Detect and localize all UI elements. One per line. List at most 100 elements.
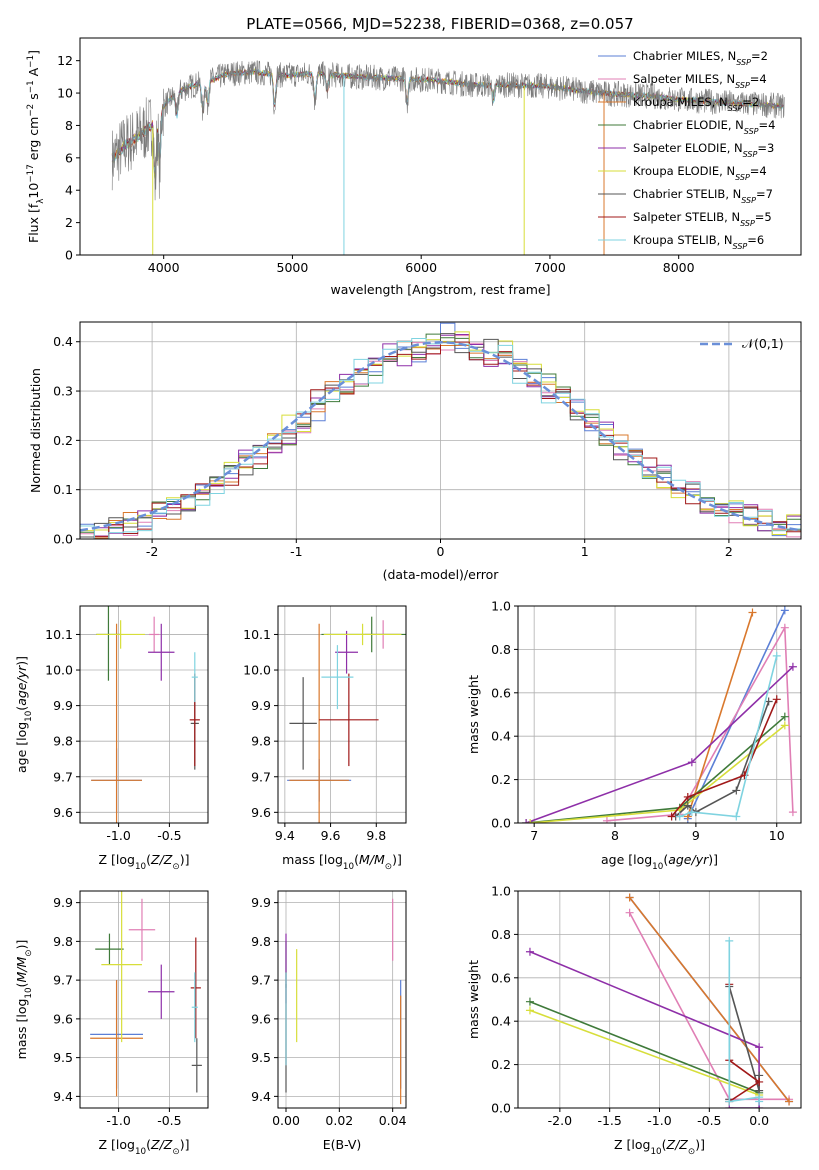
grid (80, 606, 208, 823)
x-tick-label: -1.0 (106, 1113, 130, 1128)
x-tick-label: -0.5 (157, 828, 181, 843)
plot-spectrum: 4000 5000 6000 7000 8000 0 2 4 6 8 10 12 wavelength … (26, 37, 802, 297)
weight-marker (525, 1006, 534, 1015)
error-point-salpeter-stelib (190, 937, 201, 1039)
plot-age_vs_Z: -1.0 -0.5 9.6 9.7 9.8 9.9 10.0 10.1 Z [log10(Z/Z… (14, 605, 209, 872)
x-axis-label: mass [log10(M/M⊙)] (282, 852, 402, 872)
axes-frame (79, 37, 802, 256)
weight-marker (755, 1077, 764, 1086)
grid (278, 606, 406, 823)
error-point-kroupa-miles (90, 980, 143, 1097)
weight-marker (525, 997, 534, 1006)
weight-line (628, 897, 790, 1102)
y-axis-label: mass weight (466, 960, 481, 1039)
ticks: -1.0 -0.5 9.6 9.7 9.8 9.9 10.0 10.1 (45, 627, 181, 843)
y-axis-label: Normed distribution (28, 368, 43, 493)
plot-area (287, 616, 406, 823)
x-tick-label: 9.6 (321, 828, 341, 843)
x-tick-label: 7 (530, 828, 538, 843)
x-tick-label: 9.4 (275, 828, 295, 843)
y-tick-label: 9.4 (53, 1089, 73, 1104)
y-axis-label: Flux [fλ10−17 erg cm−2 s−1 A−1] (26, 50, 46, 243)
y-tick-label: 0.0 (53, 532, 73, 547)
plot-mass_vs_EBV: 0.00 0.02 0.04 9.4 9.5 9.6 9.7 9.8 9.9 E(B-V) (251, 890, 407, 1152)
grid (278, 891, 406, 1108)
error-point-salpeter-elodie (148, 964, 175, 1019)
y-tick-label: 9.8 (53, 934, 73, 949)
x-tick-label: -0.5 (697, 1113, 721, 1128)
weight-marker (526, 819, 535, 823)
x-tick-label: 10 (769, 828, 785, 843)
y-tick-label: 0.4 (53, 334, 73, 349)
y-tick-label: 0.0 (491, 1101, 511, 1116)
plot-area (80, 322, 801, 539)
ticks: 7 8 9 10 0.0 0.2 0.4 0.6 0.8 1.0 (491, 599, 785, 844)
y-tick-label: 0.0 (491, 816, 511, 831)
weight-line (529, 1009, 760, 1096)
plot-area (91, 606, 200, 823)
legend-entry-salpeter-elodie: Salpeter ELODIE, NSSP=3 (633, 141, 774, 159)
y-tick-label: 9.6 (251, 1011, 271, 1026)
ticks: 4000 5000 6000 7000 8000 0 2 4 6 8 10 12 (57, 53, 695, 275)
x-tick-label: -1 (290, 544, 302, 559)
weight-marker (732, 786, 741, 795)
y-tick-label: 0.3 (53, 384, 73, 399)
weight-marker (772, 651, 781, 660)
y-tick-label: 0.8 (491, 927, 511, 942)
axes-frame (517, 605, 802, 824)
y-tick-label: 9.6 (53, 805, 73, 820)
legend-entry-kroupa-stelib: Kroupa STELIB, NSSP=6 (633, 233, 764, 251)
y-tick-label: 9.6 (53, 1011, 73, 1026)
plot-mass_vs_Z: -1.0 -0.5 9.4 9.5 9.6 9.7 9.8 9.9 Z [log10(Z/Z⊙)… (14, 890, 209, 1157)
error-point-kroupa-elodie (101, 891, 142, 1043)
weight-line (687, 612, 754, 817)
weight-marker (667, 812, 676, 821)
weight-marker (725, 1097, 734, 1106)
axes-frame (277, 605, 407, 824)
error-point-kroupa-elodie (323, 623, 402, 646)
y-tick-label: 9.9 (53, 895, 73, 910)
legend-entry-chabrier-elodie: Chabrier ELODIE, NSSP=4 (633, 118, 775, 136)
weight-series-kroupa-stelib (675, 651, 781, 821)
axes-frame (277, 890, 407, 1109)
x-tick-label: 8000 (663, 260, 695, 275)
x-tick-label: 7000 (534, 260, 566, 275)
x-axis-label: E(B-V) (323, 1137, 362, 1152)
y-tick-label: 0.1 (53, 482, 73, 497)
error-point-salpeter-miles (149, 616, 160, 653)
y-tick-label: 0.6 (491, 685, 511, 700)
x-tick-label: 8 (611, 828, 619, 843)
x-tick-label: 9.8 (366, 828, 386, 843)
error-point-salpeter-elodie (148, 623, 175, 681)
ticks: 0.00 0.02 0.04 9.4 9.5 9.6 9.7 9.8 9.9 (251, 895, 407, 1128)
x-tick-label: -2.0 (548, 1113, 572, 1128)
y-tick-label: 9.7 (53, 973, 73, 988)
weight-series-salpeter-stelib (667, 695, 781, 821)
y-tick-label: 0 (65, 248, 73, 263)
x-axis-label: (data-model)/error (383, 567, 500, 582)
axes-frame (79, 890, 209, 1109)
plot-residuals: -2 -1 0 1 2 0.0 0.1 0.2 0.3 0.4 (data-model)/error… (28, 321, 802, 582)
plot-area (90, 891, 202, 1097)
y-tick-label: 0.6 (491, 970, 511, 985)
x-tick-label: 9 (692, 828, 700, 843)
y-tick-label: 9.9 (251, 895, 271, 910)
y-tick-label: 10 (57, 86, 73, 101)
plot-area (522, 606, 797, 823)
weight-marker (625, 893, 634, 902)
legend-entry-chabrier-stelib: Chabrier STELIB, NSSP=7 (633, 187, 773, 205)
weight-marker (788, 662, 797, 671)
weight-marker (788, 808, 797, 817)
legend-entry-salpeter-miles: Salpeter MILES, NSSP=4 (633, 72, 767, 90)
weight-series-kroupa-miles (683, 608, 757, 821)
y-tick-label: 10.1 (45, 627, 73, 642)
ticks: -2 -1 0 1 2 0.0 0.1 0.2 0.3 0.4 (53, 334, 733, 559)
x-tick-label: -0.5 (157, 1113, 181, 1128)
y-tick-label: 0.4 (491, 729, 511, 744)
y-tick-label: 0.2 (53, 433, 73, 448)
y-axis-label: mass weight (466, 675, 481, 754)
y-tick-label: 9.7 (53, 769, 73, 784)
grid (80, 891, 208, 1108)
x-tick-label: 2 (725, 544, 733, 559)
